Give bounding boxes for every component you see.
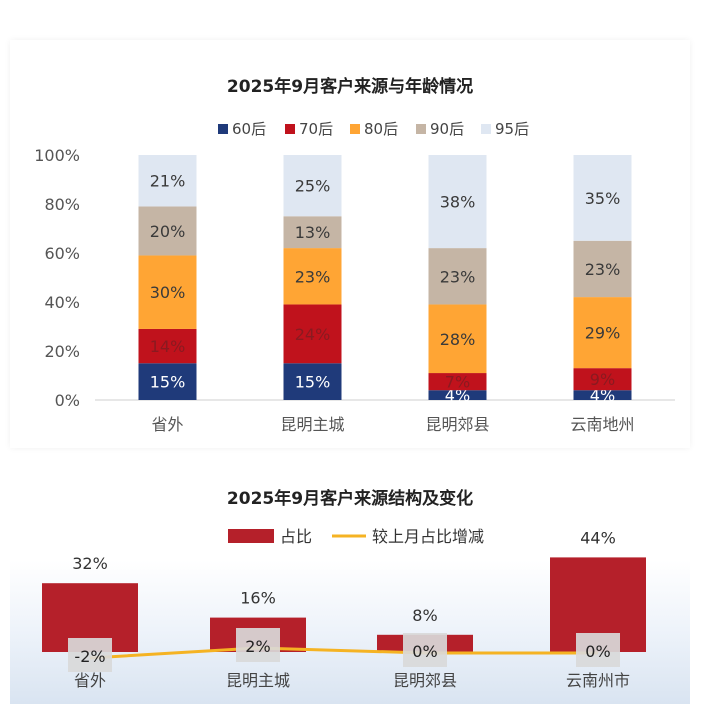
data-label: 23%: [585, 260, 621, 279]
legend-label: 90后: [430, 120, 464, 138]
change-line: [89, 646, 598, 660]
bar-segment-95后: [138, 155, 197, 207]
change-label-box: [576, 633, 620, 667]
data-label: 38%: [440, 193, 476, 212]
bar-segment-70后: [428, 373, 487, 391]
bar-segment-80后: [573, 297, 632, 369]
age-stacked-bar-chart: 2025年9月客户来源与年龄情况 60后 70后 80后 90后 95后 0% 20% 40% 6…: [34, 76, 675, 434]
y-tick-label: 40%: [44, 293, 80, 312]
bar-segment-95后: [428, 155, 487, 249]
bar-segment-80后: [428, 304, 487, 374]
data-label: 15%: [295, 373, 331, 392]
change-label: -2%: [74, 647, 105, 666]
x-tick-label: 省外: [151, 415, 183, 434]
data-label: 24%: [295, 325, 331, 344]
legend-swatch-95后: [481, 124, 491, 134]
data-label: 23%: [295, 267, 331, 286]
y-tick-label: 100%: [34, 146, 80, 165]
bar-segment-60后: [138, 363, 197, 400]
x-tick-label: 昆明郊县: [393, 671, 457, 690]
legend-label: 较上月占比增减: [372, 527, 484, 546]
bar-segment-90后: [428, 248, 487, 305]
legend-swatch-bar: [228, 529, 274, 543]
bar-segment-90后: [138, 206, 197, 256]
data-label: 30%: [150, 283, 186, 302]
data-label: 7%: [445, 373, 470, 392]
y-tick-label: 80%: [44, 195, 80, 214]
age-chart-panel: 2025年9月客户来源与年龄情况 60后 70后 80后 90后 95后 0% 20% 40% 6…: [10, 40, 690, 448]
data-label: 35%: [585, 189, 621, 208]
source-chart-panel: 2025年9月客户来源结构及变化占比 较上月占比增减 32% 16% 8% 44% -2% 2…: [10, 456, 690, 704]
chart-title: 2025年9月客户来源结构及变化: [227, 488, 473, 509]
bar-segment-70后: [573, 368, 632, 391]
legend-swatch-70后: [285, 124, 295, 134]
bar-value-label: 8%: [412, 606, 437, 625]
bar-value-label: 16%: [240, 589, 276, 608]
legend-label: 70后: [299, 120, 333, 138]
x-tick-label: 昆明郊县: [425, 415, 489, 434]
data-label: 21%: [150, 172, 186, 191]
x-tick-label: 省外: [74, 671, 106, 690]
data-label: 20%: [150, 222, 186, 241]
y-tick-label: 0%: [55, 391, 80, 410]
change-label-box: [236, 628, 280, 662]
bar-segment-90后: [573, 240, 632, 298]
data-label: 13%: [295, 223, 331, 242]
data-label: 4%: [590, 386, 615, 405]
data-label: 4%: [445, 386, 470, 405]
bar-value-label: 44%: [580, 528, 616, 547]
bar-segment-80后: [138, 255, 197, 329]
x-tick-label: 云南地州: [570, 415, 634, 434]
change-label-box: [68, 638, 112, 672]
change-label: 0%: [585, 642, 610, 661]
legend-label: 80后: [364, 120, 398, 138]
x-tick-label: 云南州市: [566, 671, 630, 690]
data-label: 25%: [295, 177, 331, 196]
chart-title: 2025年9月客户来源与年龄情况: [227, 76, 473, 97]
bar-segment-95后: [573, 155, 632, 241]
bar-segment-70后: [283, 304, 342, 364]
x-tick-label: 昆明主城: [280, 415, 344, 434]
change-label: 0%: [412, 642, 437, 661]
legend-swatch-90后: [416, 124, 426, 134]
bar-segment-95后: [283, 155, 342, 217]
y-tick-label: 60%: [44, 244, 80, 263]
x-tick-label: 昆明主城: [226, 671, 290, 690]
bar-segment-60后: [283, 363, 342, 400]
data-label: 28%: [440, 330, 476, 349]
bar-segment-60后: [428, 390, 487, 400]
data-label: 14%: [150, 337, 186, 356]
data-label: 15%: [150, 373, 186, 392]
bar-value-label: 32%: [72, 554, 108, 573]
legend-label: 95后: [495, 120, 529, 138]
data-label: 9%: [590, 370, 615, 389]
legend-label: 占比: [280, 527, 312, 546]
change-label: 2%: [245, 637, 270, 656]
y-tick-label: 20%: [44, 342, 80, 361]
bar-segment-70后: [138, 328, 197, 364]
data-label: 23%: [440, 267, 476, 286]
bar-segment-60后: [573, 390, 632, 400]
bar-segment-90后: [283, 216, 342, 249]
change-label-box: [403, 633, 447, 667]
legend-label: 60后: [232, 120, 266, 138]
legend-swatch-80后: [350, 124, 360, 134]
bar-segment-80后: [283, 248, 342, 305]
data-label: 29%: [585, 324, 621, 343]
legend-swatch-60后: [218, 124, 228, 134]
